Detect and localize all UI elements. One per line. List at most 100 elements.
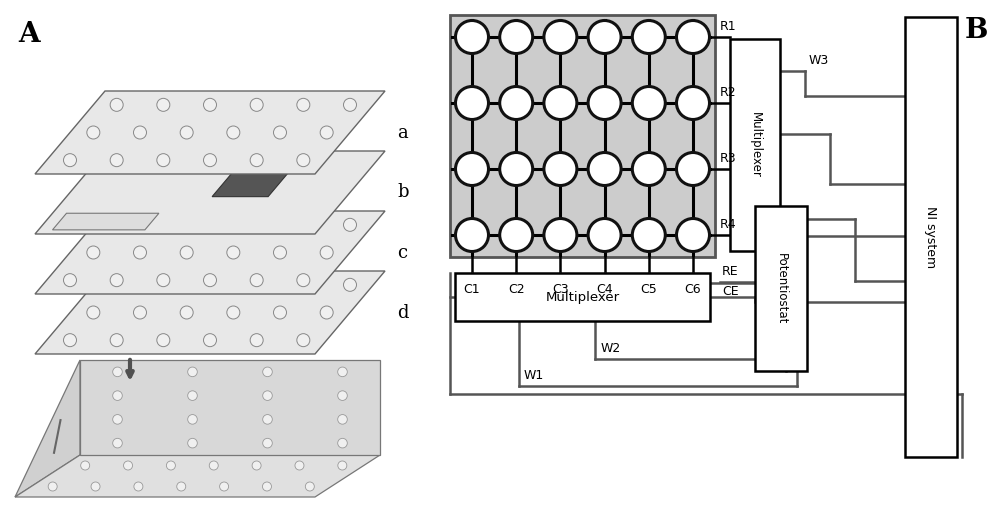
Circle shape <box>250 98 263 111</box>
Circle shape <box>180 126 193 139</box>
Circle shape <box>157 278 170 291</box>
Text: A: A <box>18 21 40 48</box>
Circle shape <box>204 218 216 231</box>
Circle shape <box>110 154 123 166</box>
Circle shape <box>676 87 710 120</box>
Circle shape <box>110 274 123 287</box>
Circle shape <box>134 126 146 139</box>
Text: d: d <box>397 303 409 322</box>
Circle shape <box>157 98 170 111</box>
Text: C4: C4 <box>596 283 613 296</box>
Circle shape <box>113 367 122 377</box>
Circle shape <box>295 461 304 470</box>
Circle shape <box>204 154 216 166</box>
Text: CE: CE <box>722 285 739 298</box>
Circle shape <box>227 126 240 139</box>
Text: C3: C3 <box>552 283 569 296</box>
Circle shape <box>209 461 218 470</box>
Text: C2: C2 <box>508 283 525 296</box>
Circle shape <box>110 334 123 347</box>
Circle shape <box>338 438 347 448</box>
Circle shape <box>188 414 197 424</box>
Circle shape <box>87 246 100 259</box>
Circle shape <box>204 274 216 287</box>
Circle shape <box>64 334 76 347</box>
Circle shape <box>274 306 287 319</box>
Circle shape <box>220 482 229 491</box>
Text: NI system: NI system <box>924 206 938 268</box>
Circle shape <box>87 306 100 319</box>
Circle shape <box>166 461 175 470</box>
Circle shape <box>250 218 263 231</box>
Circle shape <box>320 306 333 319</box>
Circle shape <box>262 482 271 491</box>
Circle shape <box>588 20 621 53</box>
Circle shape <box>676 153 710 185</box>
Circle shape <box>344 218 356 231</box>
Circle shape <box>64 274 76 287</box>
Bar <box>755 206 807 371</box>
Circle shape <box>157 154 170 166</box>
Circle shape <box>188 367 197 377</box>
Circle shape <box>48 482 57 491</box>
Circle shape <box>124 461 133 470</box>
Circle shape <box>297 154 310 166</box>
Circle shape <box>274 246 287 259</box>
Circle shape <box>297 218 310 231</box>
Bar <box>450 15 715 257</box>
Polygon shape <box>80 360 380 455</box>
Circle shape <box>113 438 122 448</box>
Text: C1: C1 <box>464 283 480 296</box>
Circle shape <box>91 482 100 491</box>
Text: C5: C5 <box>640 283 657 296</box>
Circle shape <box>263 414 272 424</box>
Text: Multiplexer: Multiplexer <box>545 291 620 303</box>
Circle shape <box>320 126 333 139</box>
Circle shape <box>676 20 710 53</box>
Text: R1: R1 <box>720 20 737 33</box>
Circle shape <box>204 334 216 347</box>
Circle shape <box>588 153 621 185</box>
Circle shape <box>456 153 488 185</box>
Circle shape <box>87 126 100 139</box>
Polygon shape <box>15 360 80 497</box>
Polygon shape <box>35 91 385 174</box>
Circle shape <box>157 334 170 347</box>
Circle shape <box>344 278 356 291</box>
Circle shape <box>134 306 146 319</box>
Text: W1: W1 <box>524 369 544 382</box>
Circle shape <box>227 306 240 319</box>
Circle shape <box>274 126 287 139</box>
Circle shape <box>320 246 333 259</box>
Circle shape <box>338 461 347 470</box>
Text: Potentiostat: Potentiostat <box>774 253 788 324</box>
Circle shape <box>180 306 193 319</box>
Circle shape <box>250 274 263 287</box>
Circle shape <box>338 391 347 401</box>
Circle shape <box>297 98 310 111</box>
Circle shape <box>544 87 577 120</box>
Circle shape <box>110 278 123 291</box>
Polygon shape <box>35 211 385 294</box>
Circle shape <box>250 278 263 291</box>
Circle shape <box>177 482 186 491</box>
Text: R2: R2 <box>720 86 737 99</box>
Bar <box>905 17 957 457</box>
Circle shape <box>81 461 90 470</box>
Circle shape <box>456 87 488 120</box>
Circle shape <box>110 218 123 231</box>
Text: C6: C6 <box>685 283 701 296</box>
Text: R3: R3 <box>720 152 737 165</box>
Circle shape <box>297 278 310 291</box>
Circle shape <box>500 87 533 120</box>
Circle shape <box>204 278 216 291</box>
Circle shape <box>113 414 122 424</box>
Circle shape <box>157 218 170 231</box>
Circle shape <box>588 87 621 120</box>
Circle shape <box>338 367 347 377</box>
Circle shape <box>544 153 577 185</box>
Circle shape <box>188 391 197 401</box>
Circle shape <box>305 482 314 491</box>
Circle shape <box>632 218 665 251</box>
Circle shape <box>250 154 263 166</box>
